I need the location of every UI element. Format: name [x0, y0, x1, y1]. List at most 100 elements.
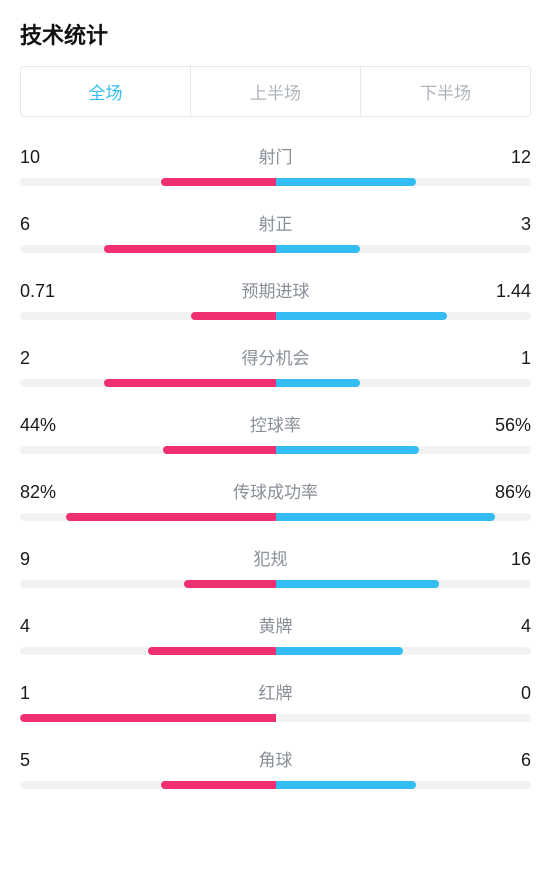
bar-fill-right — [276, 513, 496, 521]
stat-bar — [20, 245, 531, 253]
stat-label: 传球成功率 — [233, 478, 318, 503]
stat-right-value: 6 — [521, 750, 531, 771]
bar-fill-left — [104, 245, 275, 253]
stat-right-value: 12 — [511, 147, 531, 168]
stat-header: 44%控球率56% — [20, 411, 531, 436]
stat-row: 9 犯规 16 — [20, 545, 531, 588]
bar-fill-left — [104, 379, 275, 387]
stat-label: 黄牌 — [259, 612, 293, 637]
bar-half-left — [20, 580, 276, 588]
bar-half-left — [20, 245, 276, 253]
stat-label: 预期进球 — [242, 277, 310, 302]
bar-half-left — [20, 781, 276, 789]
stat-header: 6 射正 3 — [20, 210, 531, 235]
bar-half-right — [276, 513, 532, 521]
stat-header: 1 红牌 0 — [20, 679, 531, 704]
stat-bar — [20, 513, 531, 521]
bar-half-left — [20, 714, 276, 722]
bar-half-right — [276, 245, 532, 253]
bar-fill-left — [163, 446, 275, 454]
bar-fill-right — [276, 580, 440, 588]
tab-1[interactable]: 上半场 — [190, 67, 360, 116]
bar-half-left — [20, 178, 276, 186]
stat-left-value: 2 — [20, 348, 30, 369]
stat-label: 角球 — [259, 746, 293, 771]
stat-row: 6 射正 3 — [20, 210, 531, 253]
stat-row: 5 角球 6 — [20, 746, 531, 789]
bar-half-left — [20, 513, 276, 521]
stat-header: 0.71 预期进球 1.44 — [20, 277, 531, 302]
stat-left-value: 6 — [20, 214, 30, 235]
bar-fill-right — [276, 781, 417, 789]
bar-fill-left — [184, 580, 276, 588]
stat-left-value: 5 — [20, 750, 30, 771]
bar-fill-left — [161, 781, 276, 789]
bar-half-right — [276, 647, 532, 655]
stat-left-value: 4 — [20, 616, 30, 637]
stat-label: 红牌 — [259, 679, 293, 704]
bar-half-right — [276, 580, 532, 588]
stat-label: 得分机会 — [242, 344, 310, 369]
bar-half-right — [276, 312, 532, 320]
bar-fill-left — [191, 312, 275, 320]
stat-left-value: 0.71 — [20, 281, 55, 302]
bar-half-right — [276, 781, 532, 789]
stat-bar — [20, 781, 531, 789]
stat-label: 犯规 — [253, 545, 287, 570]
bar-half-right — [276, 379, 532, 387]
stat-row: 10 射门 12 — [20, 143, 531, 186]
stat-left-value: 9 — [20, 549, 30, 570]
stat-header: 2 得分机会 1 — [20, 344, 531, 369]
bar-half-left — [20, 379, 276, 387]
tab-0[interactable]: 全场 — [21, 67, 190, 116]
stat-right-value: 86% — [495, 482, 531, 503]
bar-fill-left — [66, 513, 276, 521]
bar-half-right — [276, 178, 532, 186]
bar-half-left — [20, 312, 276, 320]
bar-fill-left — [20, 714, 276, 722]
stat-header: 82%传球成功率86% — [20, 478, 531, 503]
stat-row: 82%传球成功率86% — [20, 478, 531, 521]
stat-row: 1 红牌 0 — [20, 679, 531, 722]
stat-right-value: 0 — [521, 683, 531, 704]
bar-fill-right — [276, 245, 360, 253]
tab-2[interactable]: 下半场 — [360, 67, 530, 116]
stat-bar — [20, 178, 531, 186]
bar-half-right — [276, 446, 532, 454]
stat-bar — [20, 312, 531, 320]
bar-fill-right — [276, 312, 447, 320]
stat-right-value: 16 — [511, 549, 531, 570]
bar-half-left — [20, 647, 276, 655]
stat-bar — [20, 446, 531, 454]
bar-half-left — [20, 446, 276, 454]
stats-list: 10射门126射正30.71预期进球1.442得分机会144%控球率56%82%… — [20, 143, 531, 789]
stat-right-value: 1 — [521, 348, 531, 369]
stat-left-value: 1 — [20, 683, 30, 704]
stat-bar — [20, 714, 531, 722]
stat-right-value: 4 — [521, 616, 531, 637]
stat-label: 控球率 — [250, 411, 301, 436]
stat-label: 射正 — [259, 210, 293, 235]
stat-bar — [20, 580, 531, 588]
stat-left-value: 44% — [20, 415, 56, 436]
bar-fill-right — [276, 379, 360, 387]
stat-row: 44%控球率56% — [20, 411, 531, 454]
section-title: 技术统计 — [20, 18, 531, 50]
stat-right-value: 1.44 — [496, 281, 531, 302]
stat-bar — [20, 379, 531, 387]
bar-fill-left — [161, 178, 276, 186]
stat-row: 4 黄牌 4 — [20, 612, 531, 655]
bar-fill-right — [276, 178, 417, 186]
stat-label: 射门 — [259, 143, 293, 168]
stat-header: 5 角球 6 — [20, 746, 531, 771]
period-tabs: 全场上半场下半场 — [20, 66, 531, 117]
stat-header: 9 犯规 16 — [20, 545, 531, 570]
stat-left-value: 10 — [20, 147, 40, 168]
bar-half-right — [276, 714, 532, 722]
bar-fill-left — [148, 647, 276, 655]
bar-fill-right — [276, 647, 404, 655]
stat-row: 0.71 预期进球 1.44 — [20, 277, 531, 320]
stat-right-value: 3 — [521, 214, 531, 235]
stat-bar — [20, 647, 531, 655]
stat-header: 4 黄牌 4 — [20, 612, 531, 637]
